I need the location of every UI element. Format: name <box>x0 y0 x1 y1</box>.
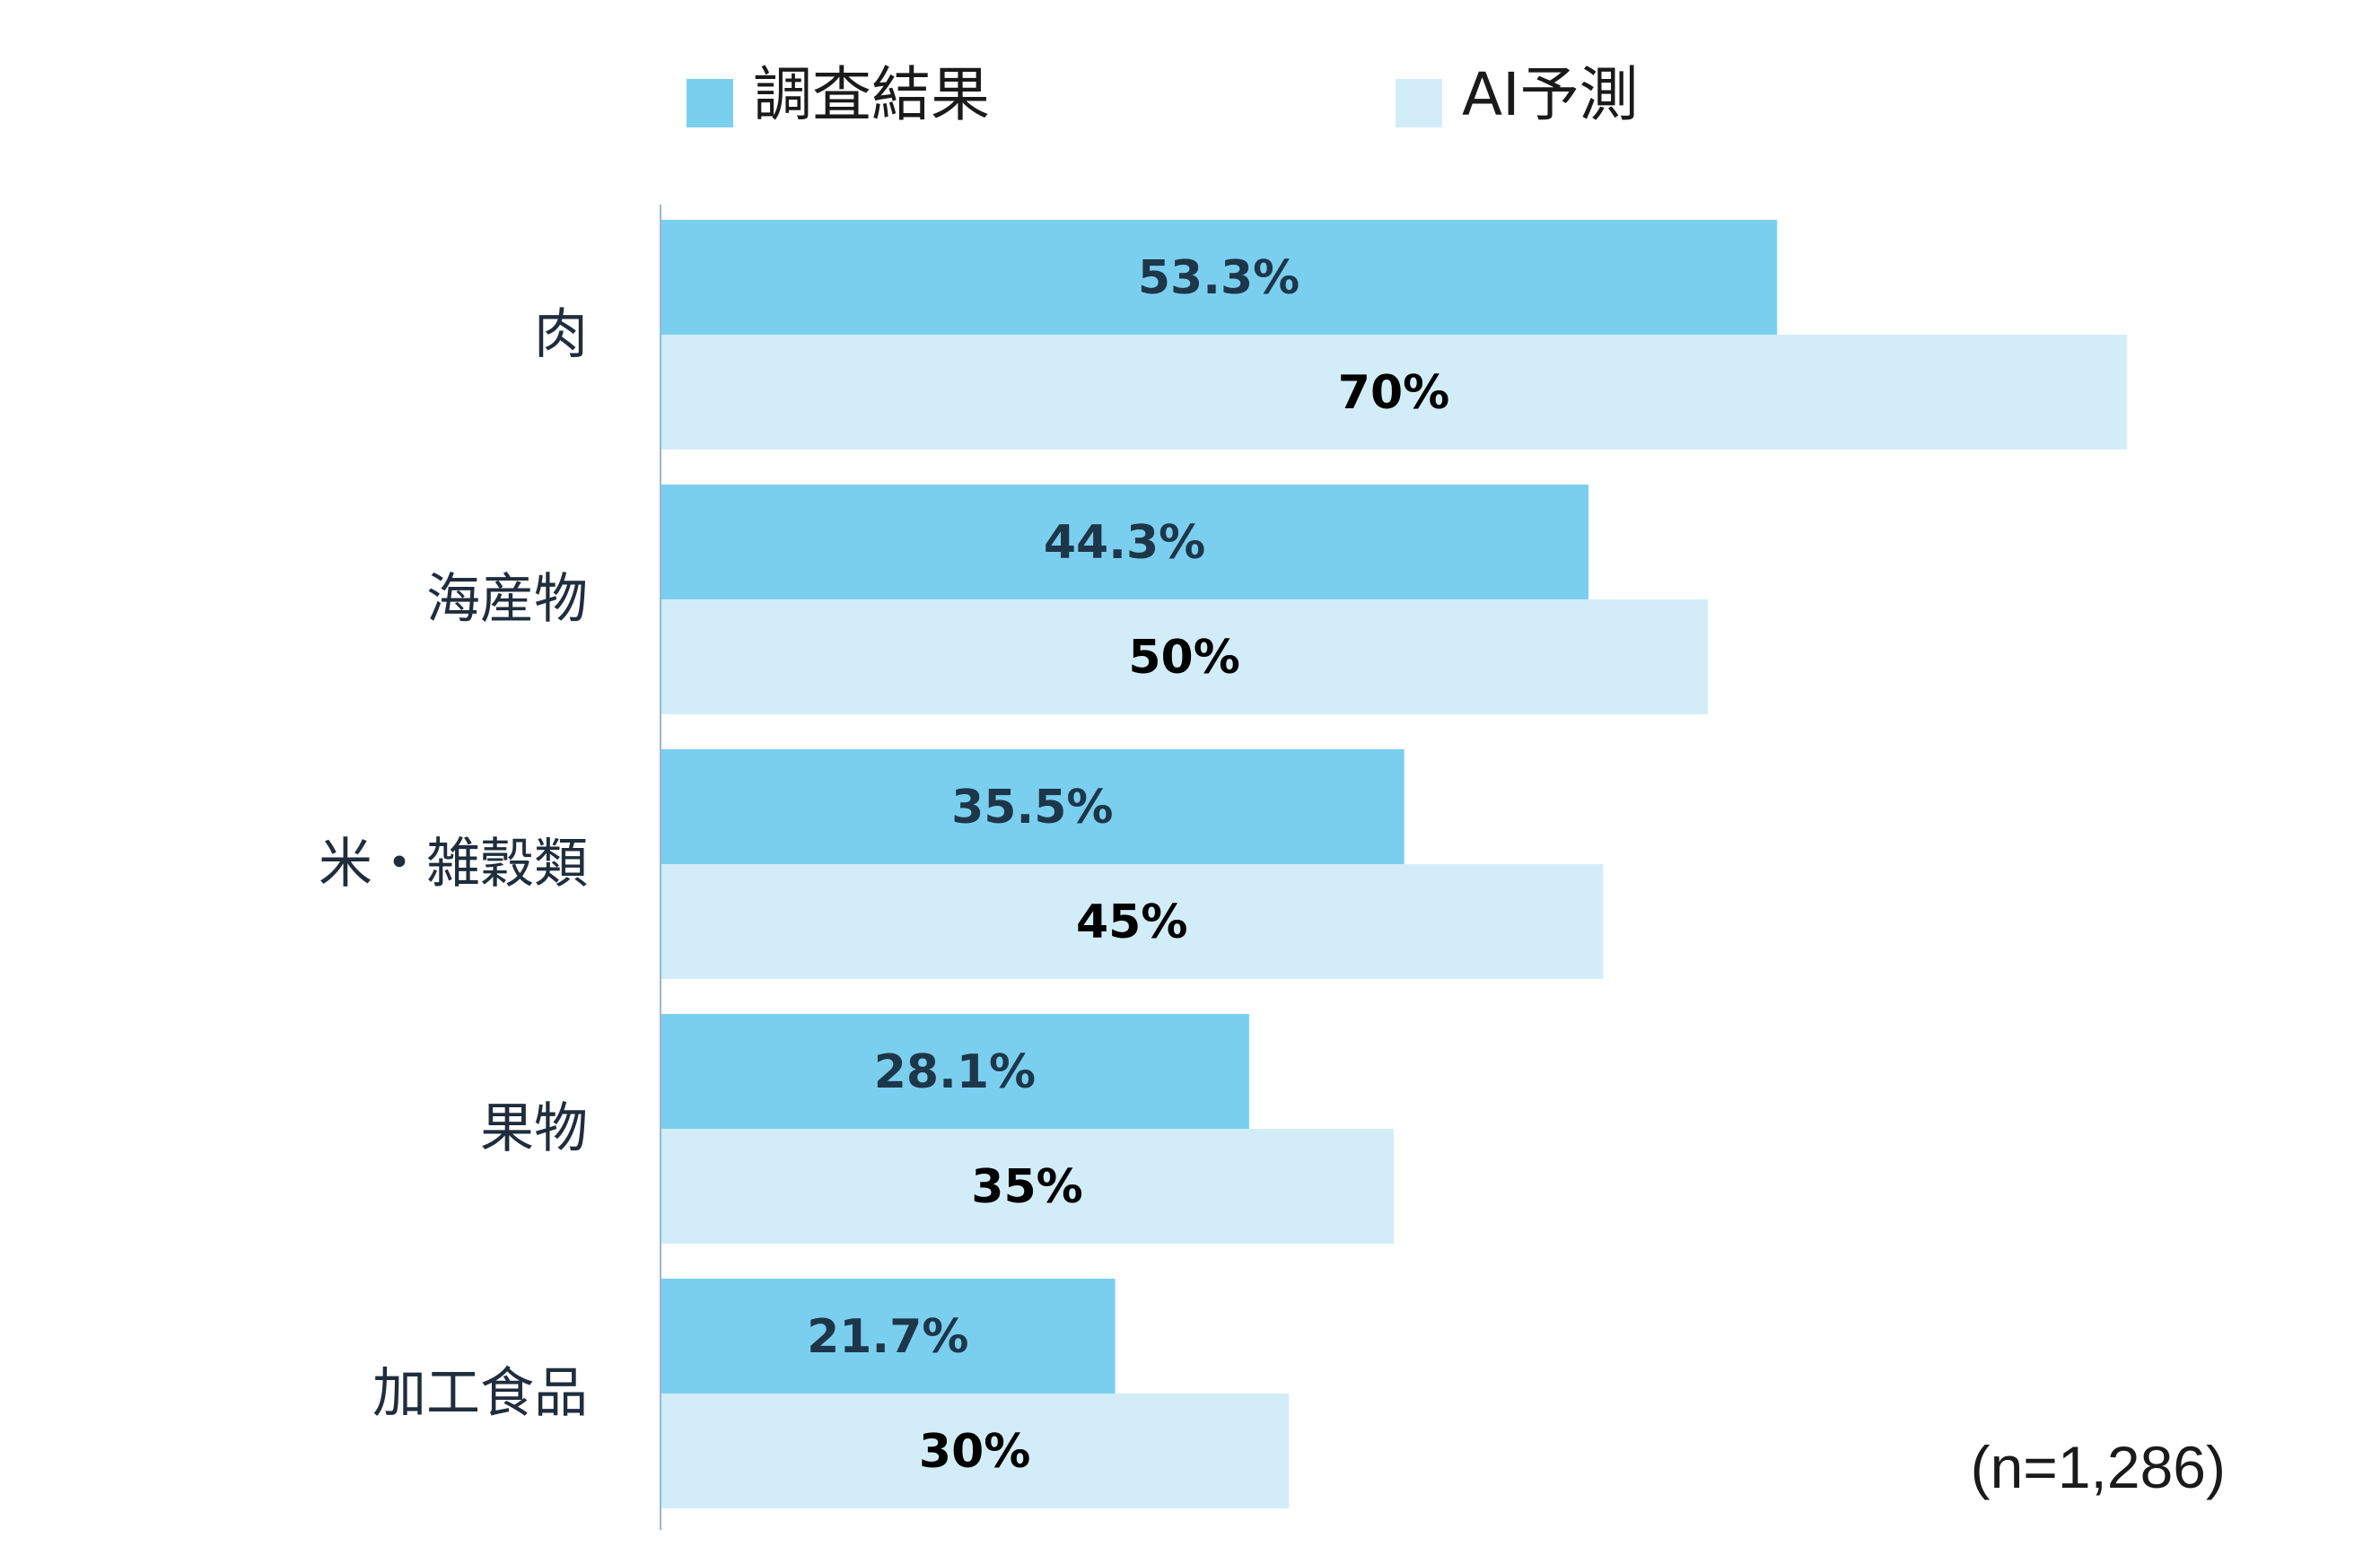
value-label-survey-4: 21.7% <box>807 1310 968 1364</box>
category-label-4: 加工食品 <box>372 1362 588 1425</box>
category-label-0: 肉 <box>534 303 588 366</box>
value-label-survey-1: 44.3% <box>1044 516 1205 570</box>
value-label-ai-forecast-2: 45% <box>1076 896 1187 949</box>
legend-label-ai-forecast: AI予測 <box>1462 60 1639 129</box>
value-label-survey-0: 53.3% <box>1138 251 1299 305</box>
bar-survey-1 <box>661 485 1589 599</box>
value-label-ai-forecast-1: 50% <box>1128 631 1239 685</box>
bar-ai-forecast-1 <box>661 599 1709 714</box>
category-label-2: 米・雑穀類 <box>319 833 588 896</box>
legend-swatch-ai-forecast <box>1396 79 1442 127</box>
bar-ai-forecast-4 <box>661 1394 1290 1508</box>
bar-survey-0 <box>661 220 1778 335</box>
value-label-ai-forecast-0: 70% <box>1338 366 1449 420</box>
bar-ai-forecast-0 <box>661 335 2127 450</box>
legend-swatch-survey <box>687 79 733 127</box>
value-label-survey-2: 35.5% <box>951 781 1113 834</box>
category-label-1: 海産物 <box>426 568 588 631</box>
bars-group: 53.3% 70% 44.3% 50% 35.5% 45% 28.1% 35% 21.7% 30% <box>661 220 2127 1508</box>
value-label-ai-forecast-4: 30% <box>919 1425 1030 1479</box>
sample-size-note: (n=1,286) <box>1971 1434 2226 1500</box>
legend-label-survey: 調査結果 <box>753 60 990 129</box>
category-label-3: 果物 <box>480 1097 588 1160</box>
bar-ai-forecast-3 <box>661 1129 1394 1244</box>
bar-ai-forecast-2 <box>661 864 1604 979</box>
legend: 調査結果 AI予測 <box>687 60 1639 129</box>
bar-survey-4 <box>661 1279 1116 1394</box>
bar-survey-2 <box>661 749 1404 864</box>
value-label-survey-3: 28.1% <box>874 1045 1036 1099</box>
bar-survey-3 <box>661 1014 1249 1129</box>
value-label-ai-forecast-3: 35% <box>971 1160 1082 1214</box>
